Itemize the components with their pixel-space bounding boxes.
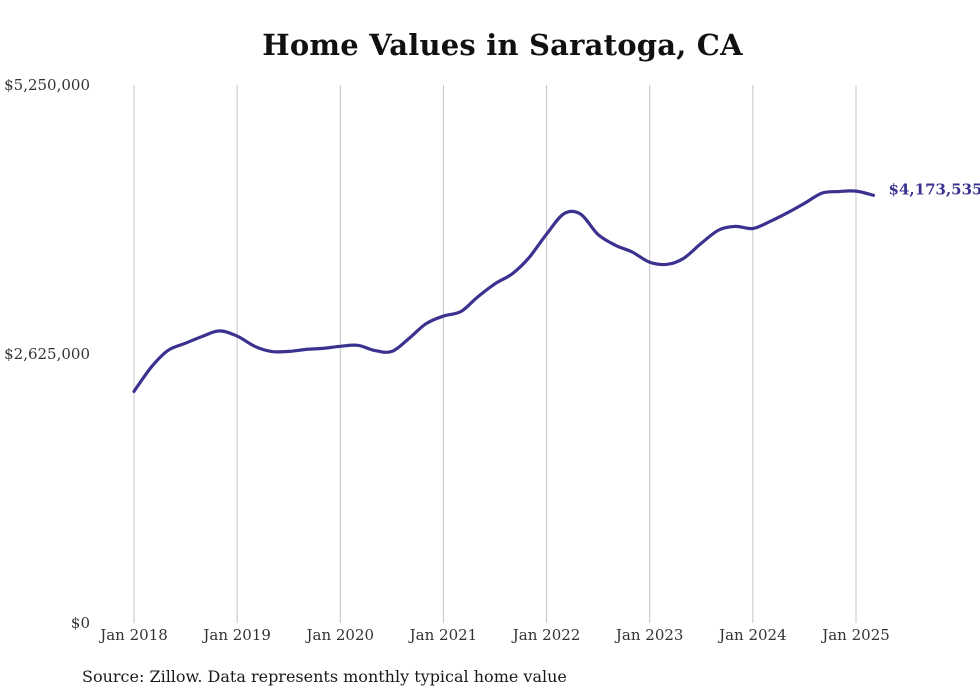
x-tick-label: Jan 2022 xyxy=(511,626,581,644)
x-tick-label: Jan 2019 xyxy=(201,626,271,644)
source-note: Source: Zillow. Data represents monthly … xyxy=(82,667,567,686)
x-tick-label: Jan 2021 xyxy=(408,626,478,644)
x-tick-label: Jan 2020 xyxy=(305,626,375,644)
x-tick-label: Jan 2025 xyxy=(820,626,890,644)
x-tick-label: Jan 2024 xyxy=(717,626,787,644)
y-axis-tick-labels: $0 $2,625,000 $5,250,000 xyxy=(4,76,90,632)
end-value-label: $4,173,535 xyxy=(889,180,980,198)
y-tick-label: $0 xyxy=(71,614,90,632)
gridlines xyxy=(133,85,857,623)
y-tick-label: $5,250,000 xyxy=(4,76,90,94)
x-tick-label: Jan 2023 xyxy=(614,626,684,644)
series-layer xyxy=(132,189,876,393)
x-tick-label: Jan 2018 xyxy=(98,626,168,644)
home-value-line xyxy=(132,189,876,393)
end-label-layer: $4,173,535 xyxy=(889,180,980,198)
y-tick-label: $2,625,000 xyxy=(4,345,90,363)
chart-title: Home Values in Saratoga, CA xyxy=(262,28,743,62)
x-axis-tick-labels: Jan 2018 Jan 2019 Jan 2020 Jan 2021 Jan 2022… xyxy=(98,626,890,644)
